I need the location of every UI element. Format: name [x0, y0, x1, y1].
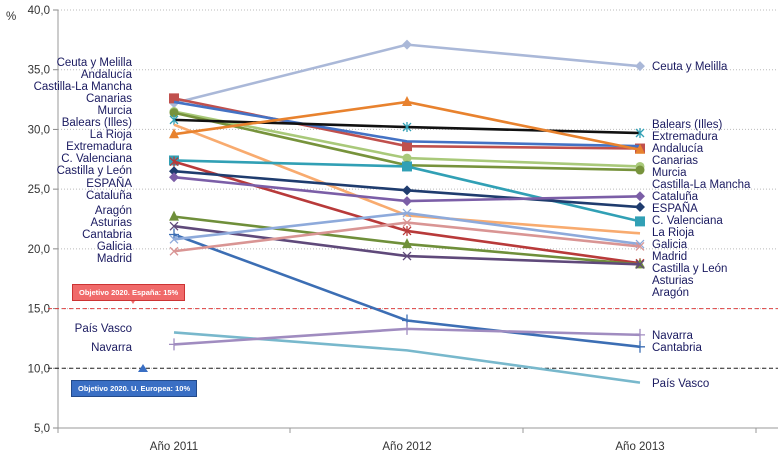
series-label-left: Navarra — [91, 342, 133, 354]
data-point — [402, 95, 412, 106]
series-label-left: Cataluña — [86, 190, 133, 202]
series-label-right: País Vasco — [652, 378, 709, 390]
series-label-right: Navarra — [652, 330, 694, 342]
data-point — [635, 128, 645, 139]
data-point — [635, 165, 645, 175]
x-tick-label: Año 2012 — [382, 441, 431, 453]
series-label-right: Castilla y León — [652, 263, 727, 275]
series-label-right: Cantabria — [652, 342, 702, 354]
callout-eu-target: Objetivo 2020. U. Europea: 10% — [71, 380, 198, 397]
data-point — [402, 122, 412, 133]
data-point — [635, 202, 645, 213]
series-label-right: Aragón — [652, 287, 689, 299]
callout-arrow-up — [138, 364, 148, 372]
y-axis-label: % — [6, 11, 16, 23]
series-label-right: C. Valenciana — [652, 215, 723, 227]
series-label-left: Asturias — [90, 217, 132, 229]
series-label-left: Balears (Illes) — [62, 117, 132, 129]
data-point — [169, 156, 179, 167]
series-label-right: ESPAÑA — [652, 202, 698, 215]
data-point — [169, 234, 179, 244]
series-line — [173, 100, 641, 148]
x-tick-label: Año 2011 — [150, 441, 198, 453]
series-label-right: Castilla-La Mancha — [652, 179, 751, 191]
series-label-left: Canarias — [86, 93, 132, 105]
data-point — [402, 196, 412, 207]
series-label-left: ESPAÑA — [86, 177, 132, 190]
series-line — [173, 43, 641, 105]
y-tick-label: 40,0 — [28, 5, 50, 17]
series-label-left: La Rioja — [90, 129, 133, 141]
data-point — [635, 259, 645, 269]
series-label-left: Murcia — [97, 105, 132, 117]
series-label-right: Madrid — [652, 251, 687, 263]
data-point — [402, 238, 412, 249]
series-label-right: Canarias — [652, 155, 698, 167]
y-tick-label: 5,0 — [34, 423, 50, 435]
y-tick-label: 35,0 — [28, 65, 50, 77]
data-point — [635, 216, 645, 227]
y-tick-label: 20,0 — [28, 244, 50, 256]
data-point — [402, 322, 412, 335]
data-point — [402, 161, 412, 172]
series-label-right: La Rioja — [652, 227, 695, 239]
data-point — [402, 225, 412, 236]
data-point — [169, 338, 179, 351]
data-point — [169, 166, 179, 177]
data-point — [402, 208, 412, 218]
series-label-left: País Vasco — [75, 323, 132, 335]
data-point — [402, 218, 412, 228]
y-tick-label: 10,0 — [28, 363, 50, 375]
data-point — [402, 39, 412, 50]
y-tick-label: 30,0 — [28, 124, 50, 136]
series-label-right: Asturias — [652, 275, 694, 287]
data-point — [635, 340, 645, 353]
data-point — [169, 93, 179, 104]
series-label-right: Andalucía — [652, 143, 704, 155]
series-label-right: Balears (Illes) — [652, 119, 722, 131]
data-point — [169, 221, 179, 231]
series-label-left: C. Valenciana — [61, 153, 132, 165]
data-point — [402, 251, 412, 261]
callout-spain-target: Objetivo 2020. España: 15% — [72, 284, 186, 301]
series-line — [173, 123, 641, 235]
data-point — [169, 246, 179, 256]
series-label-left: Castilla y León — [57, 165, 132, 177]
data-point — [402, 153, 412, 163]
data-point — [169, 108, 179, 118]
data-point — [635, 328, 645, 341]
series-label-left: Extremadura — [66, 141, 132, 153]
series-label-right: Ceuta y Melilla — [652, 61, 728, 73]
series-label-right: Galicia — [652, 239, 688, 251]
data-point — [635, 143, 645, 154]
series-label-left: Cantabria — [82, 229, 132, 241]
data-point — [169, 114, 179, 125]
data-point — [402, 185, 412, 196]
series-label-right: Murcia — [652, 167, 687, 179]
data-point — [402, 141, 412, 152]
data-point — [635, 242, 645, 251]
series-label-left: Castilla-La Mancha — [34, 81, 133, 93]
series-label-right: Cataluña — [652, 191, 699, 203]
data-point — [635, 61, 645, 72]
data-point — [169, 128, 179, 139]
data-point — [169, 172, 179, 183]
series-label-left: Aragón — [95, 205, 132, 217]
series-label-right: Extremadura — [652, 131, 718, 143]
data-point — [169, 210, 179, 221]
y-tick-label: 15,0 — [28, 304, 50, 316]
x-tick-label: Año 2013 — [615, 441, 664, 453]
series-label-left: Madrid — [97, 253, 132, 265]
series-label-left: Andalucía — [81, 69, 133, 81]
y-tick-label: 25,0 — [28, 184, 50, 196]
series-label-left: Ceuta y Melilla — [57, 57, 133, 69]
data-point — [635, 191, 645, 202]
series-label-left: Galicia — [97, 241, 133, 253]
